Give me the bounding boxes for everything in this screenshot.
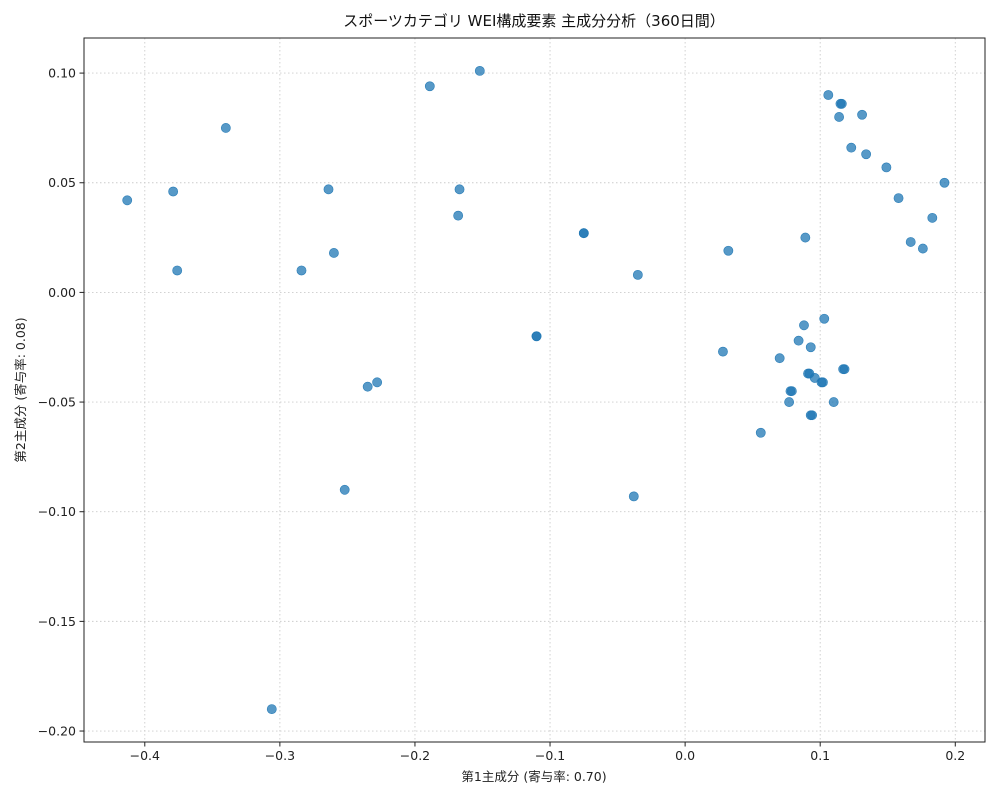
data-point	[800, 232, 811, 243]
y-tick-label: 0.10	[48, 66, 76, 81]
y-tick-label: −0.05	[38, 395, 76, 410]
data-point	[939, 177, 950, 188]
y-tick-label: −0.20	[38, 724, 76, 739]
data-point	[828, 397, 839, 407]
data-point	[839, 364, 850, 375]
data-point	[372, 377, 383, 388]
data-point	[819, 313, 830, 324]
x-tick-label: −0.1	[535, 748, 565, 763]
y-tick-label: 0.05	[48, 175, 76, 190]
plot-area-frame	[83, 37, 986, 743]
y-tick-label: −0.10	[38, 504, 76, 519]
x-tick-label: −0.2	[400, 748, 430, 763]
data-point	[861, 149, 872, 160]
grid-lines	[84, 38, 985, 742]
data-point	[578, 228, 589, 239]
data-point	[917, 243, 928, 254]
data-point	[905, 237, 916, 247]
data-point	[454, 184, 465, 195]
x-tick-label: 0.2	[945, 748, 965, 763]
x-tick-label: −0.3	[265, 748, 295, 763]
data-point	[793, 335, 804, 346]
data-point	[786, 386, 797, 396]
data-point	[805, 342, 816, 353]
data-points	[122, 65, 950, 715]
data-point	[799, 320, 809, 331]
data-point	[474, 65, 485, 76]
x-tick-label: 0.1	[810, 748, 830, 763]
data-point	[424, 81, 435, 92]
x-axis-label: 第1主成分 (寄与率: 0.70)	[461, 769, 606, 784]
y-tick-label: −0.15	[38, 614, 76, 629]
chart-title: スポーツカテゴリ WEI構成要素 主成分分析（360日間）	[343, 12, 725, 30]
data-point	[893, 193, 904, 203]
data-point	[339, 484, 350, 495]
x-tick-label: 0.0	[675, 748, 695, 763]
data-point	[834, 112, 845, 122]
data-point	[784, 397, 795, 407]
data-point	[172, 265, 183, 276]
data-point	[168, 186, 179, 197]
data-point	[836, 98, 847, 109]
data-point	[881, 162, 892, 173]
data-point	[632, 269, 643, 280]
data-point	[122, 195, 133, 206]
data-point	[329, 248, 339, 258]
data-point	[818, 377, 828, 388]
data-point	[774, 353, 785, 364]
data-point	[723, 245, 734, 256]
data-point	[453, 210, 464, 221]
y-axis-label: 第2主成分 (寄与率: 0.08)	[13, 317, 28, 462]
x-tick-label: −0.4	[130, 748, 160, 763]
data-point	[807, 410, 817, 421]
data-point	[718, 346, 728, 357]
axis-ticks: −0.4 −0.3 −0.2 −0.1 0.0 0.1 0.2 −0.20 −0.15 −0.10…	[38, 66, 966, 763]
data-point	[323, 184, 334, 195]
data-point	[296, 265, 307, 276]
data-point	[220, 123, 231, 133]
data-point	[846, 142, 857, 153]
data-point	[362, 381, 373, 392]
data-point	[628, 491, 639, 502]
y-tick-label: 0.00	[48, 285, 76, 300]
data-point	[927, 212, 938, 223]
data-point	[823, 90, 834, 100]
data-point	[531, 331, 542, 342]
data-point	[857, 109, 867, 120]
data-point	[266, 704, 277, 715]
data-point	[755, 427, 766, 438]
